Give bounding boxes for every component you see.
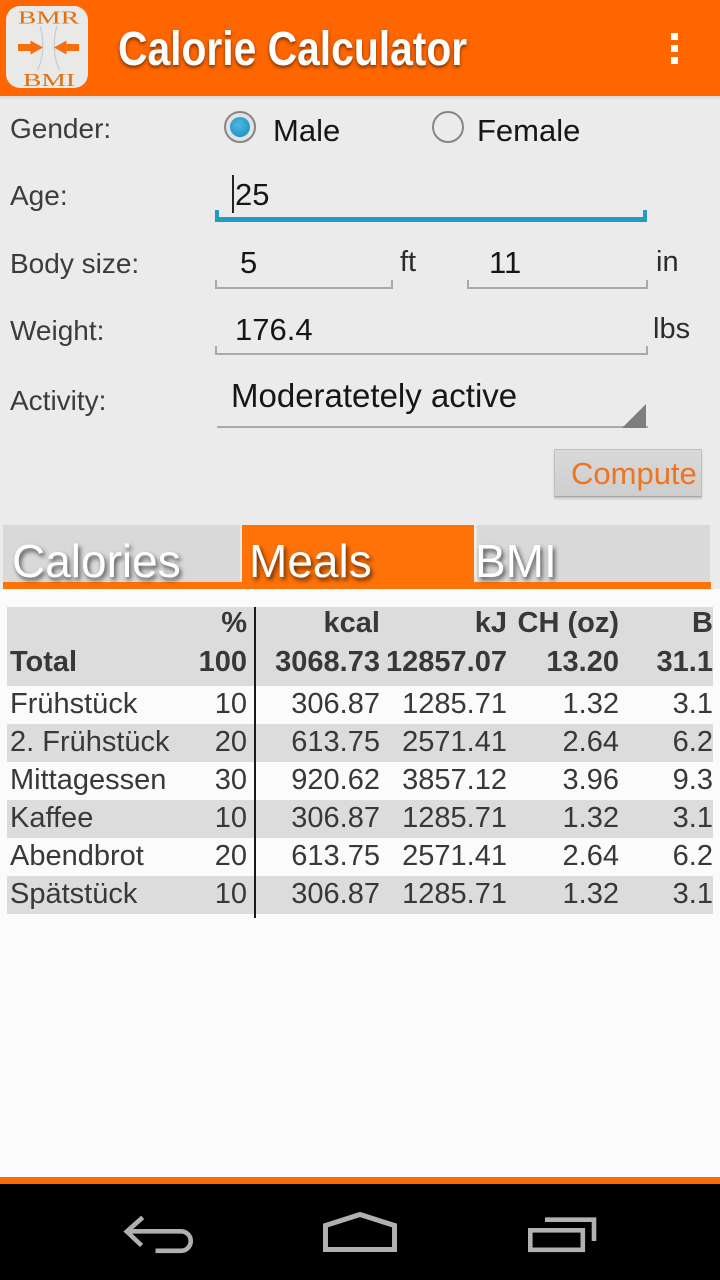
svg-text:BMI: BMI [23,70,75,90]
svg-text:BMR: BMR [18,8,80,28]
